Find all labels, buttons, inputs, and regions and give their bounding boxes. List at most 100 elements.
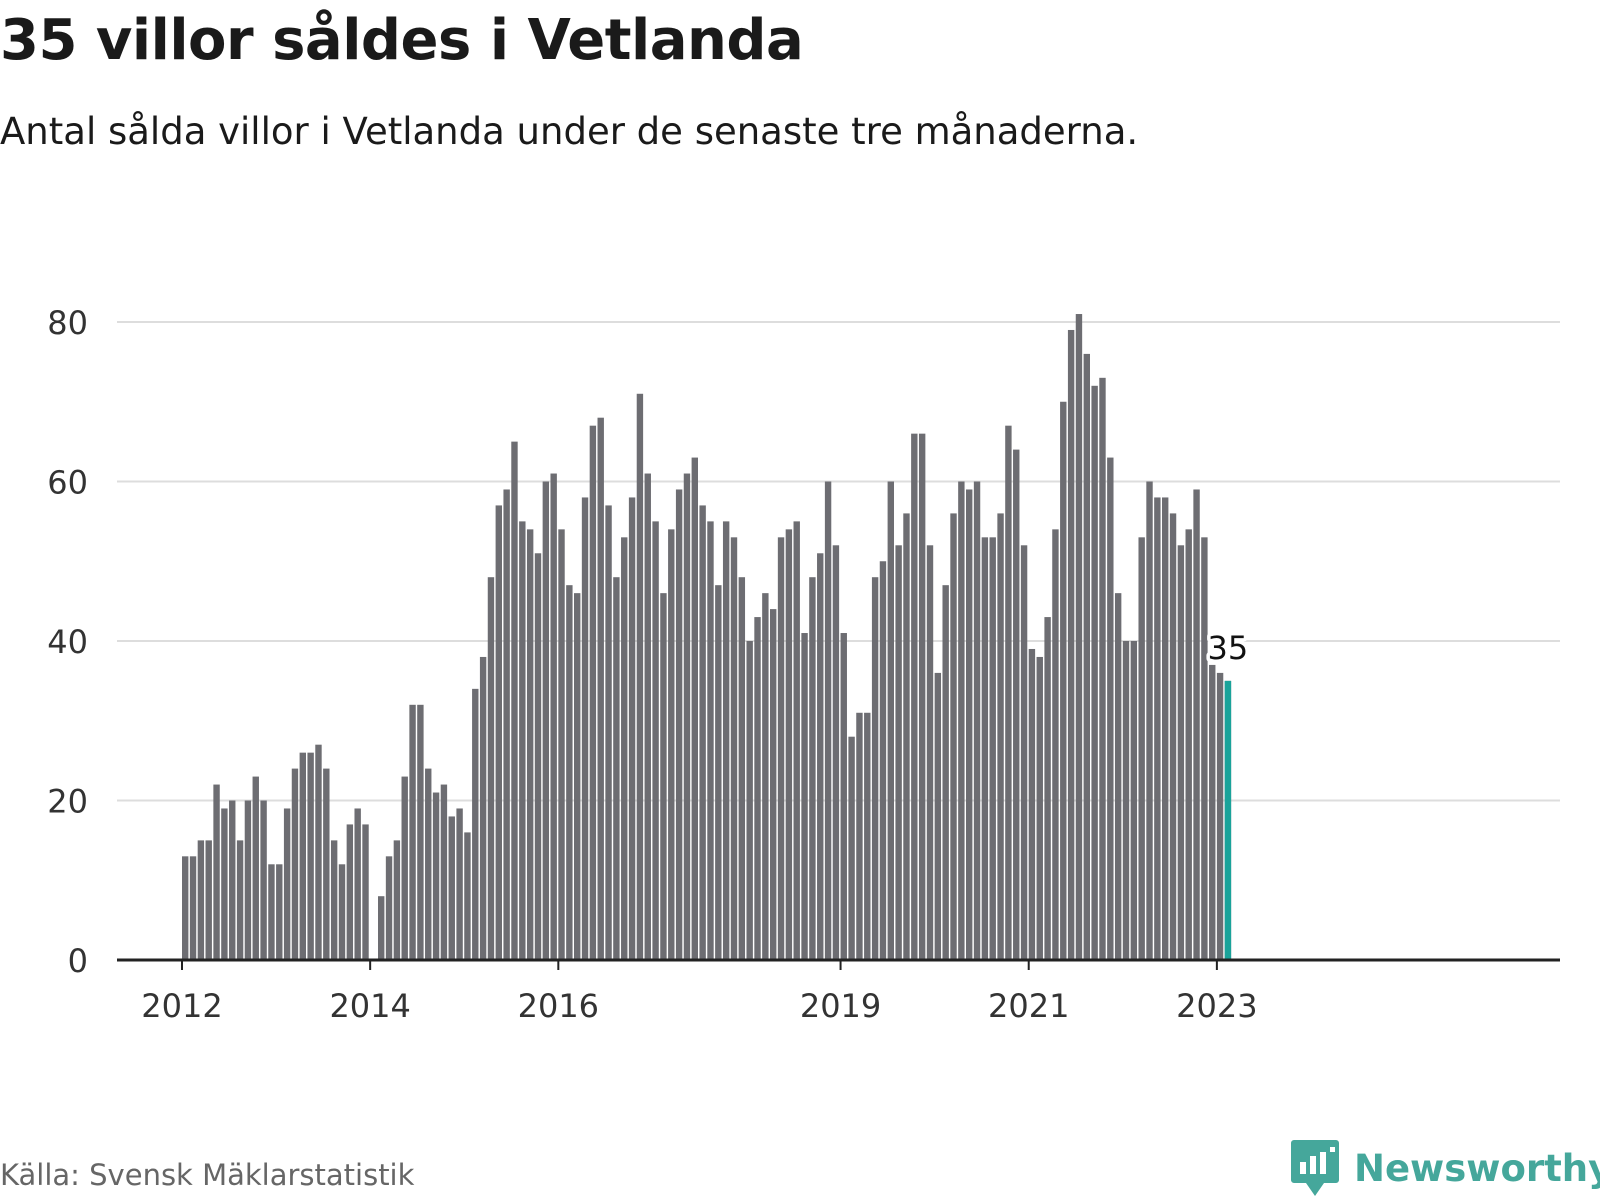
bar [754, 617, 761, 960]
bar [1209, 664, 1216, 960]
bar [519, 521, 526, 960]
bar [197, 840, 205, 960]
bar [973, 481, 981, 960]
y-tick-label: 60 [47, 464, 88, 502]
bar [534, 553, 542, 960]
bar [409, 704, 416, 960]
bar [1020, 545, 1028, 960]
bar [793, 521, 800, 960]
x-tick-label: 2021 [988, 987, 1069, 1025]
bar [425, 768, 432, 960]
bar-chart: 0 20 40 60 80 2012 2014 2016 2019 2021 2023 35 [47, 304, 1560, 1025]
bar [574, 593, 581, 960]
bar [307, 752, 314, 960]
bar [1193, 489, 1200, 960]
bar [746, 641, 753, 960]
bar [511, 441, 518, 960]
bar [691, 457, 698, 960]
y-axis-labels: 0 20 40 60 80 [47, 304, 88, 980]
y-tick-label: 20 [47, 783, 88, 821]
brand: Newsworthy [1290, 1138, 1600, 1198]
bar [707, 521, 714, 960]
bar [911, 433, 918, 960]
bar [550, 473, 557, 960]
x-tick-label: 2012 [141, 987, 222, 1025]
bar [1162, 497, 1169, 960]
bar [393, 840, 401, 960]
bar [299, 752, 306, 960]
y-tick-label: 80 [47, 304, 88, 342]
bar [644, 473, 651, 960]
bar [770, 609, 777, 960]
bar [762, 593, 769, 960]
bar [526, 529, 534, 960]
bar [997, 513, 1004, 960]
bar [856, 712, 863, 960]
x-tick-label: 2014 [329, 987, 410, 1025]
bar [1169, 513, 1177, 960]
bar [479, 656, 487, 960]
x-tick-label: 2016 [518, 987, 599, 1025]
bar [1216, 672, 1224, 960]
y-tick-label: 0 [68, 942, 88, 980]
bar [456, 808, 463, 960]
bar [1146, 481, 1153, 960]
bar [1005, 425, 1012, 960]
bar [315, 744, 322, 960]
bar [605, 505, 612, 960]
bar [817, 553, 824, 960]
bar [1138, 537, 1145, 960]
bar [958, 481, 965, 960]
bar [205, 840, 212, 960]
bar [221, 808, 228, 960]
bar [597, 417, 604, 960]
bar [503, 489, 510, 960]
bar [1201, 537, 1208, 960]
bar [417, 704, 424, 960]
bar [675, 489, 683, 960]
bar [832, 545, 840, 960]
bar [903, 513, 910, 960]
bar-highlight [1224, 680, 1232, 960]
highlight-value-label: 35 [1208, 629, 1249, 667]
bar [244, 800, 252, 960]
bar [1130, 641, 1138, 960]
bar [1044, 617, 1051, 960]
bar [613, 577, 620, 960]
bar [777, 537, 785, 960]
newsworthy-logo-icon [1291, 1140, 1339, 1196]
bar [330, 840, 338, 960]
bar [1122, 641, 1130, 960]
bar [668, 529, 675, 960]
bar [1177, 545, 1185, 960]
bar [581, 497, 589, 960]
bar [652, 521, 659, 960]
bar [1036, 656, 1043, 960]
bar [840, 633, 847, 960]
bar [362, 824, 369, 960]
bar [660, 593, 667, 960]
bar [1099, 377, 1106, 960]
bar [1154, 497, 1161, 960]
bar [229, 800, 236, 960]
bar [1052, 529, 1059, 960]
bar [989, 537, 996, 960]
bar [715, 585, 722, 960]
bar [346, 824, 354, 960]
bar [495, 505, 502, 960]
bar [432, 792, 440, 960]
bar [926, 545, 934, 960]
chart-subtitle: Antal sålda villor i Vetlanda under de s… [0, 110, 1139, 153]
bar [236, 840, 244, 960]
bar [895, 545, 902, 960]
bar [182, 856, 189, 960]
bar [1075, 314, 1083, 960]
bar [738, 577, 746, 960]
bar [1114, 593, 1122, 960]
bar [871, 577, 879, 960]
bar [1107, 457, 1114, 960]
bar [1060, 401, 1067, 960]
bar [864, 712, 871, 960]
bar [824, 481, 832, 960]
x-tick-label: 2023 [1176, 987, 1257, 1025]
